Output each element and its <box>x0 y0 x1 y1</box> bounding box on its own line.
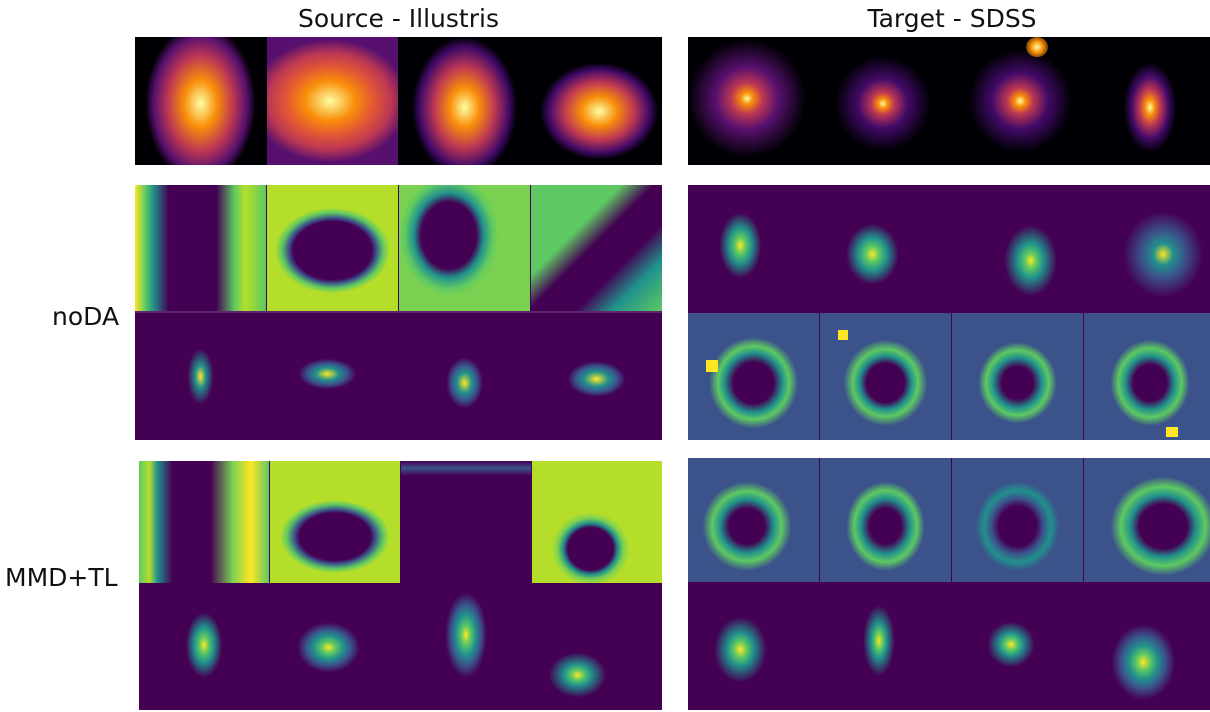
source-mmdtl-map-5 <box>139 585 269 710</box>
target-mmdtl-map-5 <box>688 584 819 710</box>
target-mmdtl-map-8 <box>1084 584 1210 710</box>
target-galaxy-4 <box>1084 37 1210 165</box>
source-galaxy-3 <box>399 37 530 165</box>
target-noda-hotspot-1 <box>706 360 718 372</box>
target-input-images <box>688 37 1210 165</box>
source-noda-map-6 <box>267 313 398 440</box>
target-galaxy-2 <box>820 37 951 165</box>
target-mmdtl-map-7 <box>952 584 1083 710</box>
target-noda-map-1 <box>688 185 819 311</box>
source-noda-map-2 <box>267 185 398 311</box>
source-mmdtl-map-8 <box>532 585 662 710</box>
source-mmdtl-map-7 <box>401 585 531 710</box>
target-noda-hotspot-2 <box>838 330 848 340</box>
target-mmdtl-map-6 <box>820 584 951 710</box>
target-noda-map-3 <box>952 185 1083 311</box>
source-mmdtl-map-3 <box>401 461 531 583</box>
target-mmdtl-map-3 <box>952 458 1083 582</box>
source-mmdtl-map-2 <box>270 461 400 583</box>
target-mmdtl-maps <box>688 458 1210 710</box>
source-noda-map-3 <box>399 185 530 311</box>
target-noda-map-2 <box>820 185 951 311</box>
row-label-noda: noDA <box>52 302 120 331</box>
target-mmdtl-map-2 <box>820 458 951 582</box>
source-galaxy-2 <box>267 37 398 165</box>
source-galaxy-4 <box>531 37 662 165</box>
target-galaxy-3 <box>952 37 1083 165</box>
target-galaxy-1 <box>688 37 819 165</box>
target-mmdtl-map-1 <box>688 458 819 582</box>
target-noda-map-4 <box>1084 185 1210 311</box>
target-noda-maps <box>688 185 1210 440</box>
source-column-title: Source - Illustris <box>298 4 499 33</box>
target-companion-source <box>1026 37 1048 57</box>
source-noda-map-5 <box>135 313 266 440</box>
target-mmdtl-map-4 <box>1084 458 1210 582</box>
target-noda-map-7 <box>952 313 1083 440</box>
source-noda-maps <box>135 185 662 440</box>
source-noda-map-7 <box>399 313 530 440</box>
source-input-images <box>135 37 662 165</box>
row-label-mmd-tl: MMD+TL <box>5 563 118 592</box>
target-noda-map-5 <box>688 313 819 440</box>
source-mmdtl-maps <box>139 461 662 710</box>
target-noda-map-8 <box>1084 313 1210 440</box>
source-mmdtl-map-1 <box>139 461 269 583</box>
source-noda-map-8 <box>531 313 662 440</box>
source-mmdtl-map-6 <box>270 585 400 710</box>
target-noda-hotspot-3 <box>1166 427 1178 437</box>
source-galaxy-1 <box>135 37 266 165</box>
source-noda-map-1 <box>135 185 266 311</box>
source-mmdtl-map-4 <box>532 461 662 583</box>
target-column-title: Target - SDSS <box>867 4 1037 33</box>
source-noda-map-4 <box>531 185 662 311</box>
